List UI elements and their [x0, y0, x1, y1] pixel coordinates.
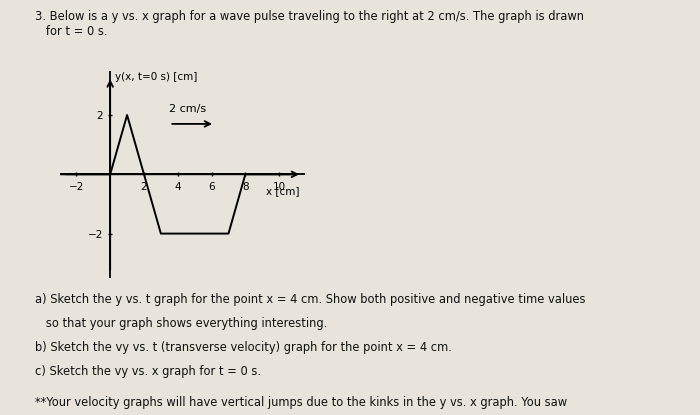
Text: b) Sketch the vy vs. t (transverse velocity) graph for the point x = 4 cm.: b) Sketch the vy vs. t (transverse veloc…	[35, 341, 452, 354]
Text: a) Sketch the y vs. t graph for the point x = 4 cm. Show both positive and negat: a) Sketch the y vs. t graph for the poin…	[35, 293, 585, 305]
Text: **Your velocity graphs will have vertical jumps due to the kinks in the y vs. x : **Your velocity graphs will have vertica…	[35, 396, 567, 409]
Text: x [cm]: x [cm]	[266, 186, 300, 196]
Text: 3. Below is a y vs. x graph for a wave pulse traveling to the right at 2 cm/s. T: 3. Below is a y vs. x graph for a wave p…	[35, 10, 584, 23]
Text: y(x, t=0 s) [cm]: y(x, t=0 s) [cm]	[116, 72, 197, 82]
Text: 2 cm/s: 2 cm/s	[169, 103, 206, 114]
Text: c) Sketch the vy vs. x graph for t = 0 s.: c) Sketch the vy vs. x graph for t = 0 s…	[35, 365, 261, 378]
Text: for t = 0 s.: for t = 0 s.	[35, 25, 108, 38]
Text: so that your graph shows everything interesting.: so that your graph shows everything inte…	[35, 317, 328, 330]
